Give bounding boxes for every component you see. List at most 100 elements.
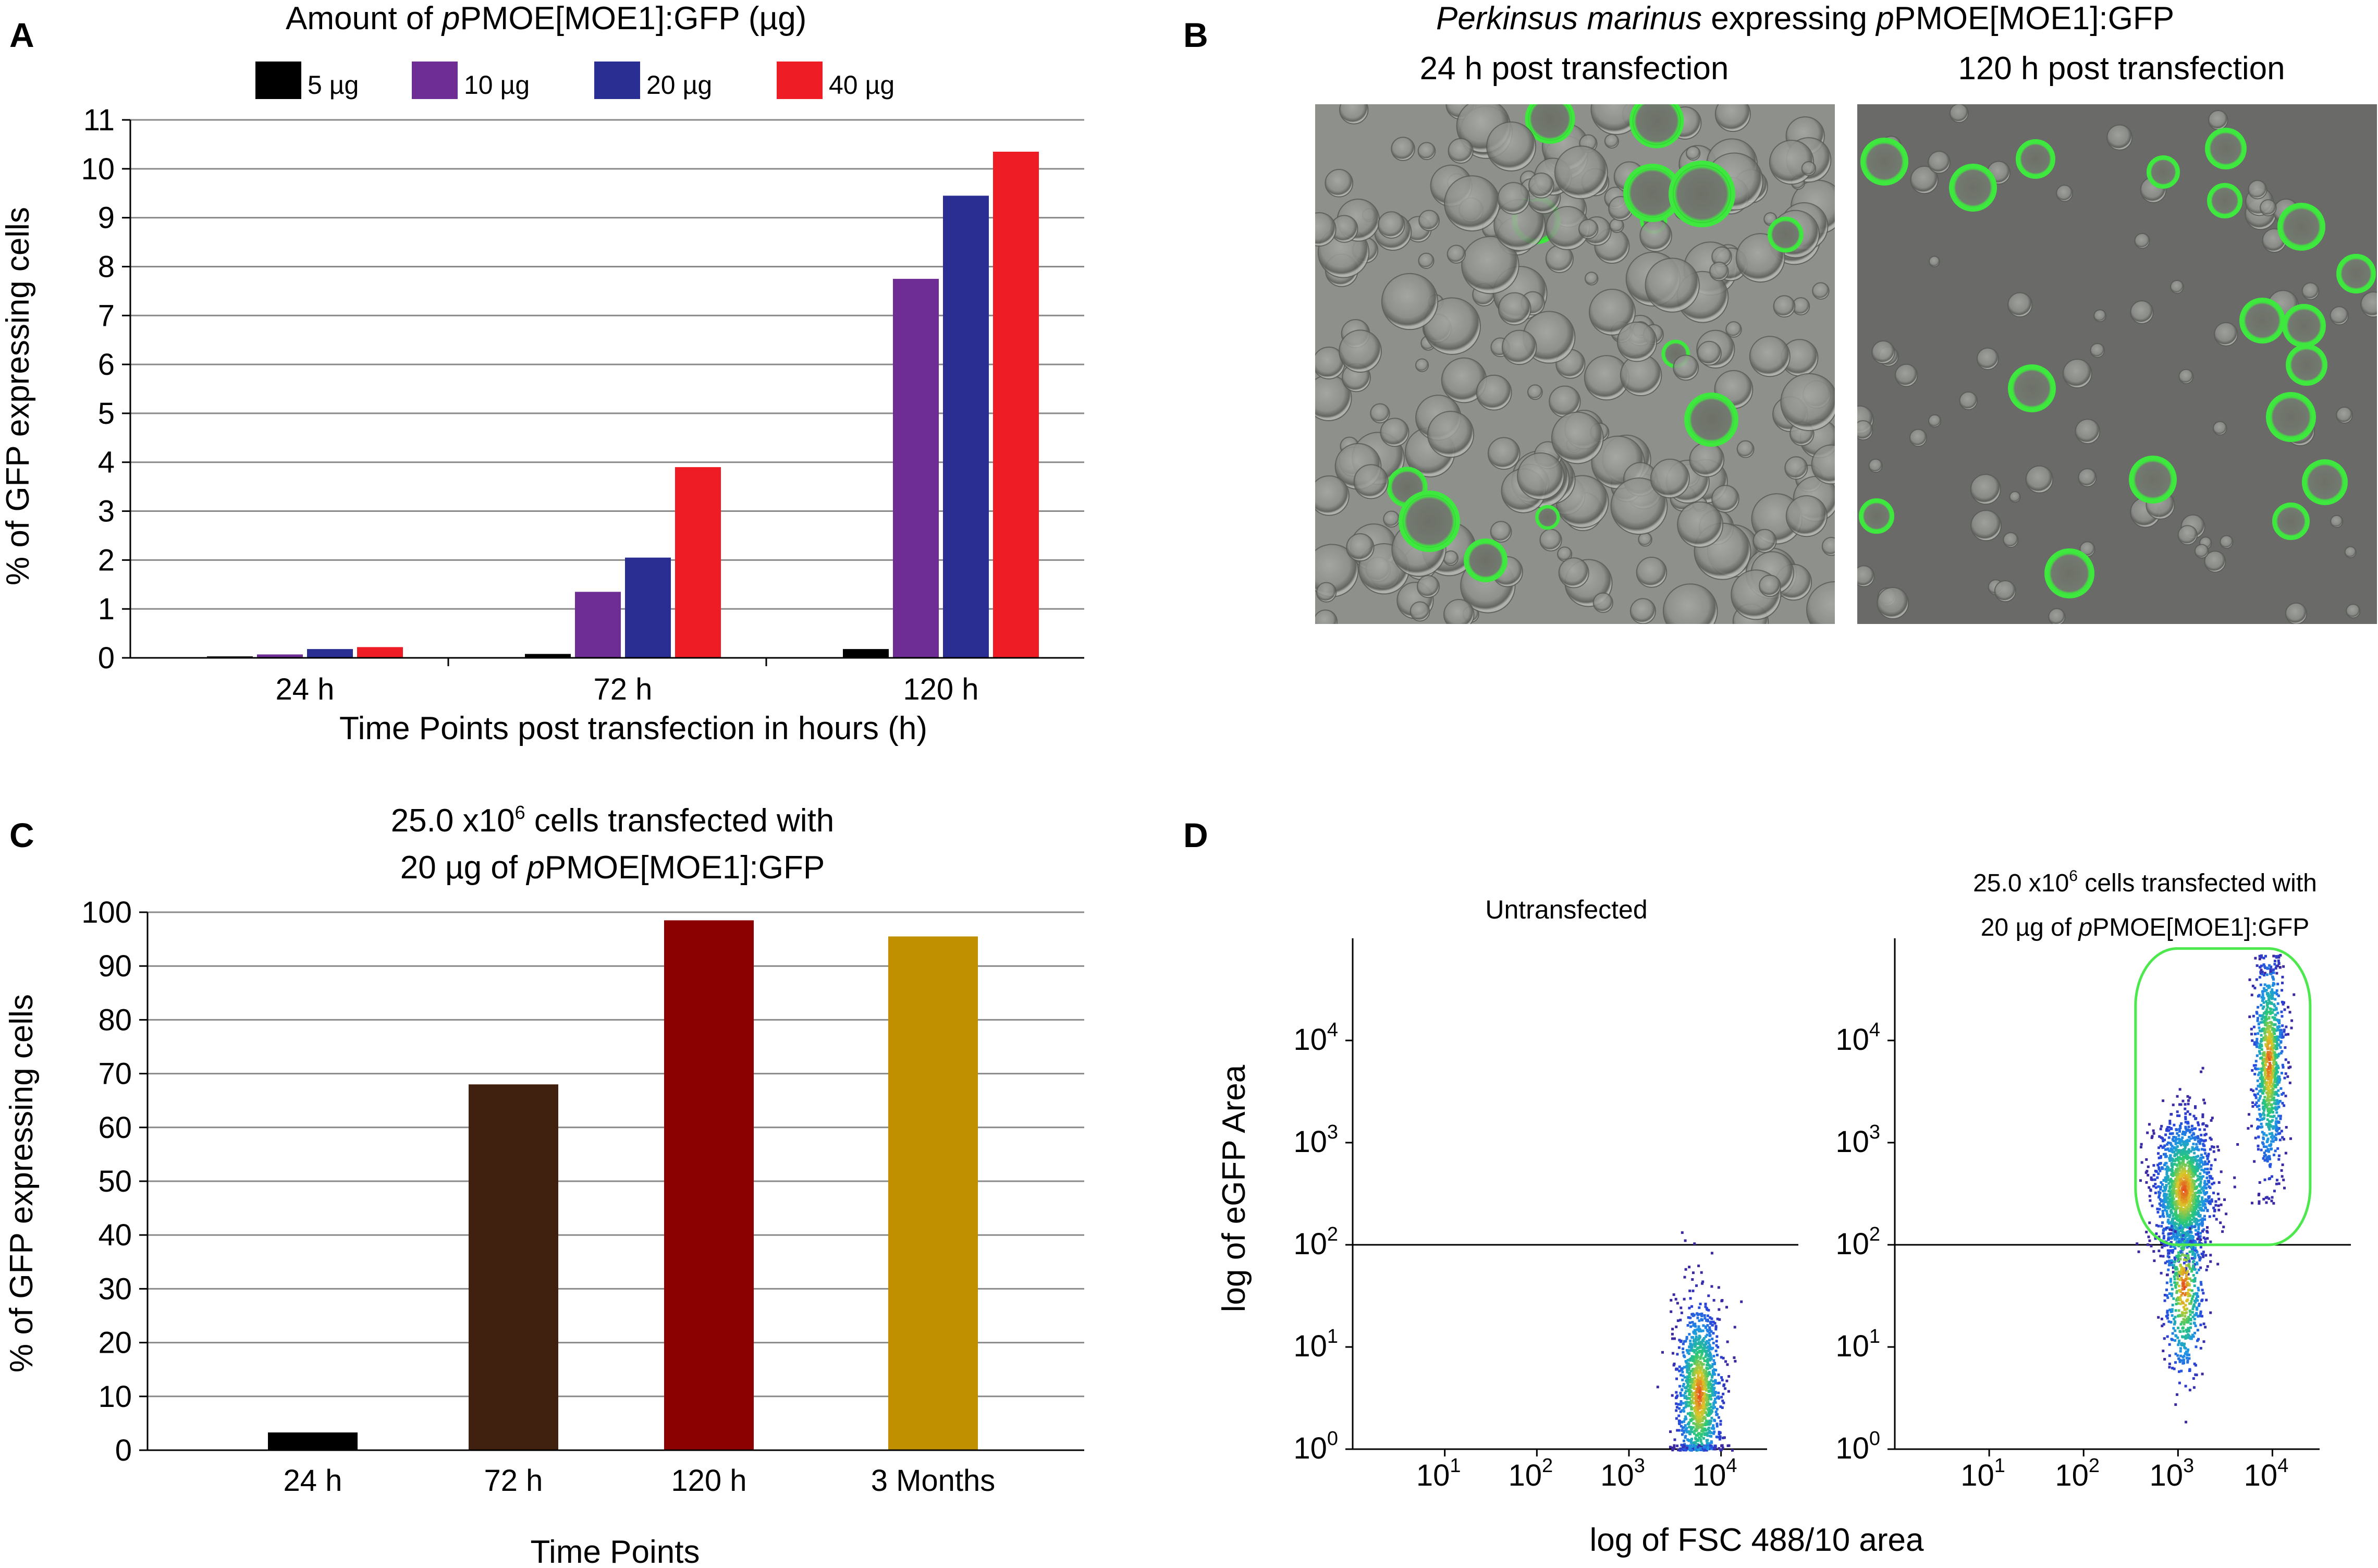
flow-event: [2192, 1156, 2196, 1159]
flow-event: [2274, 1013, 2277, 1016]
flow-event: [2171, 1163, 2174, 1167]
flow-event: [2188, 1129, 2191, 1132]
flow-event: [2209, 1240, 2212, 1243]
flow-event: [2209, 1200, 2212, 1203]
flow-event: [2262, 1053, 2265, 1056]
flow-event: [2264, 1037, 2267, 1040]
flow-event: [1706, 1328, 1709, 1331]
flow-event: [2188, 1330, 2191, 1333]
flow-event: [2278, 1078, 2282, 1081]
flow-event: [2171, 1308, 2174, 1311]
flow-event: [2164, 1133, 2167, 1136]
flow-event: [2267, 996, 2271, 999]
flow-event: [2273, 1008, 2276, 1011]
flow-event: [2212, 1214, 2215, 1217]
flow-event: [2190, 1218, 2193, 1221]
flow-event: [2187, 1238, 2190, 1241]
flow-event: [1686, 1385, 1689, 1388]
flow-y-ticklabel: 103: [1293, 1121, 1338, 1159]
flow-event: [2281, 1136, 2284, 1139]
flow-event: [1700, 1434, 1703, 1437]
flow-event: [2162, 1322, 2165, 1326]
flow-event: [2260, 1089, 2263, 1093]
flow-event: [2197, 1268, 2200, 1271]
flow-event: [2190, 1188, 2193, 1191]
flow-event: [2158, 1194, 2161, 1197]
flow-event: [2258, 1071, 2261, 1074]
flow-event: [1690, 1401, 1694, 1404]
cell: [2075, 419, 2101, 444]
flow-event: [2168, 1122, 2172, 1125]
flow-event: [2261, 995, 2264, 998]
flow-event: [1691, 1278, 1694, 1281]
flow-event: [2270, 972, 2273, 975]
flow-event: [2191, 1195, 2195, 1198]
flow-event: [2180, 1162, 2184, 1165]
panel-a-ylabel: % of GFP expressing cells: [0, 207, 36, 585]
flow-event: [2174, 1339, 2177, 1342]
flow-event: [2184, 1103, 2187, 1106]
flow-event: [2189, 1162, 2192, 1165]
flow-event: [2258, 1014, 2261, 1017]
flow-event: [2259, 983, 2262, 986]
flow-event: [2275, 1069, 2278, 1072]
flow-event: [2185, 1317, 2188, 1320]
flow-event: [2274, 1075, 2277, 1078]
flow-event: [2197, 1155, 2200, 1158]
flow-event: [1715, 1340, 1718, 1343]
flow-event: [1699, 1344, 1702, 1348]
flow-event: [1707, 1386, 1710, 1389]
flow-event: [2204, 1326, 2207, 1329]
flow-event: [1682, 1429, 1685, 1432]
panel-a-legend-swatch: [777, 62, 823, 99]
flow-event: [1718, 1447, 1721, 1450]
flow-event: [2275, 1047, 2278, 1050]
flow-event: [2180, 1203, 2184, 1206]
flow-event: [1695, 1284, 1698, 1287]
flow-event: [1720, 1448, 1723, 1451]
cell: [2208, 109, 2228, 130]
flow-event: [2170, 1199, 2173, 1203]
flow-event: [2204, 1152, 2207, 1155]
flow-event: [2201, 1203, 2204, 1206]
cell: [1689, 442, 1725, 477]
flow-event: [2273, 1063, 2276, 1066]
flow-event: [1720, 1356, 1723, 1359]
flow-event: [1694, 1423, 1697, 1426]
flow-event: [1678, 1385, 1682, 1388]
flow-event: [2178, 1360, 2181, 1363]
flow-event: [2180, 1271, 2184, 1274]
flow-event: [2181, 1132, 2185, 1135]
flow-event: [1697, 1432, 1700, 1435]
flow-event: [2171, 1366, 2174, 1369]
flow-event: [2174, 1211, 2177, 1214]
flow-event: [2267, 1120, 2271, 1123]
flow-event: [1699, 1438, 1702, 1441]
cell: [1528, 172, 1554, 199]
flow-event: [2187, 1196, 2190, 1199]
panel-a-y-ticklabel: 10: [81, 152, 115, 186]
flow-event: [2276, 1129, 2279, 1132]
cell: [1994, 580, 2017, 603]
flow-event: [2185, 1199, 2188, 1203]
flow-event: [2261, 1082, 2264, 1085]
flow-event: [1699, 1404, 1702, 1407]
flow-event: [2155, 1170, 2158, 1173]
flow-event: [2274, 1133, 2277, 1136]
flow-event: [1685, 1379, 1688, 1382]
flow-event: [1719, 1423, 1722, 1426]
flow-event: [2171, 1204, 2174, 1207]
flow-event: [2261, 1029, 2264, 1032]
flow-event: [2193, 1192, 2196, 1195]
flow-event: [1695, 1412, 1698, 1415]
flow-event: [2281, 989, 2284, 992]
flow-event: [1688, 1289, 1691, 1292]
flow-event: [2271, 1119, 2274, 1122]
flow-event: [1690, 1348, 1693, 1351]
flow-event: [2277, 1025, 2281, 1028]
flow-event: [2275, 1123, 2278, 1126]
flow-event: [2254, 957, 2257, 960]
flow-event: [2176, 1281, 2179, 1284]
flow-event: [2274, 1102, 2277, 1106]
flow-event: [1703, 1393, 1706, 1396]
